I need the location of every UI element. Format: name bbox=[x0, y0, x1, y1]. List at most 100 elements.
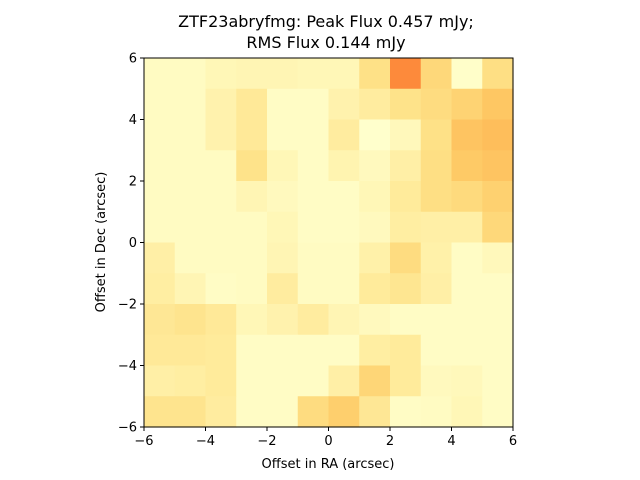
heatmap-cell bbox=[174, 242, 207, 274]
heatmap-cell bbox=[328, 304, 360, 336]
heatmap-cell bbox=[482, 211, 514, 244]
heatmap-cell bbox=[451, 181, 483, 213]
heatmap-cell bbox=[451, 334, 483, 367]
heatmap-cell bbox=[205, 58, 237, 90]
heatmap-cell bbox=[236, 242, 268, 274]
x-tick-label: 0 bbox=[324, 434, 332, 449]
heatmap-cell bbox=[482, 88, 514, 121]
heatmap-cell bbox=[482, 58, 514, 90]
heatmap-cell bbox=[297, 334, 330, 367]
heatmap-cell bbox=[420, 88, 453, 121]
heatmap-cell bbox=[482, 150, 514, 182]
heatmap-cell bbox=[420, 211, 453, 244]
heatmap-cell bbox=[390, 119, 422, 151]
heatmap-cell bbox=[359, 273, 391, 305]
heatmap-cell bbox=[144, 334, 176, 367]
heatmap-cell bbox=[297, 365, 330, 397]
heatmap-cell bbox=[297, 119, 330, 151]
heatmap-cell bbox=[297, 58, 330, 90]
heatmap-cell bbox=[482, 242, 514, 274]
heatmap-cell bbox=[205, 150, 237, 182]
chart-title-line-1: ZTF23abryfmg: Peak Flux 0.457 mJy; bbox=[178, 12, 474, 31]
heatmap-cell bbox=[451, 365, 483, 397]
heatmap-cell bbox=[267, 365, 299, 397]
heatmap-cell bbox=[482, 273, 514, 305]
heatmap-cell bbox=[359, 150, 391, 182]
heatmap-cell bbox=[451, 273, 483, 305]
heatmap-cell bbox=[174, 119, 207, 151]
heatmap-cell bbox=[482, 119, 514, 151]
heatmap-cell bbox=[451, 304, 483, 336]
heatmap-cell bbox=[359, 396, 391, 428]
heatmap-cell bbox=[359, 334, 391, 367]
heatmap-cell bbox=[359, 119, 391, 151]
heatmap-cell bbox=[328, 88, 360, 121]
heatmap-cell bbox=[174, 334, 207, 367]
heatmap-cell bbox=[328, 58, 360, 90]
heatmap-cell bbox=[451, 88, 483, 121]
heatmap-cell bbox=[236, 181, 268, 213]
heatmap-cell bbox=[144, 181, 176, 213]
heatmap-cell bbox=[390, 334, 422, 367]
heatmap-cell bbox=[205, 242, 237, 274]
heatmap-cell bbox=[205, 88, 237, 121]
heatmap-cell bbox=[451, 119, 483, 151]
x-tick-label: 6 bbox=[509, 434, 517, 449]
heatmap-cell bbox=[390, 242, 422, 274]
heatmap-cell bbox=[420, 365, 453, 397]
heatmap-cell bbox=[174, 150, 207, 182]
heatmap-cell bbox=[420, 304, 453, 336]
heatmap-cell bbox=[359, 365, 391, 397]
heatmap-cell bbox=[420, 150, 453, 182]
heatmap-cell bbox=[420, 181, 453, 213]
y-tick-label: 6 bbox=[129, 52, 137, 67]
heatmap-cell bbox=[205, 119, 237, 151]
heatmap-cell bbox=[205, 334, 237, 367]
heatmap-cell bbox=[451, 58, 483, 90]
heatmap-cell bbox=[359, 181, 391, 213]
y-tick-label: 4 bbox=[129, 113, 137, 128]
heatmap-cell bbox=[236, 304, 268, 336]
heatmap-cell bbox=[144, 304, 176, 336]
heatmap-cell bbox=[205, 365, 237, 397]
heatmap-cell bbox=[144, 211, 176, 244]
heatmap-cell bbox=[420, 119, 453, 151]
heatmap-cell bbox=[267, 58, 299, 90]
y-tick-label: −2 bbox=[118, 298, 137, 313]
heatmap-cell bbox=[328, 273, 360, 305]
heatmap-cell bbox=[390, 396, 422, 428]
heatmap-cell bbox=[297, 396, 330, 428]
heatmap-cell bbox=[297, 211, 330, 244]
heatmap-cell bbox=[236, 88, 268, 121]
heatmap-cell bbox=[236, 273, 268, 305]
heatmap-cell bbox=[328, 396, 360, 428]
heatmap-cell bbox=[482, 181, 514, 213]
x-tick-label: −6 bbox=[134, 434, 153, 449]
heatmap-cell bbox=[144, 88, 176, 121]
heatmap-cell bbox=[236, 365, 268, 397]
heatmap-cell bbox=[267, 242, 299, 274]
heatmap-cell bbox=[267, 150, 299, 182]
heatmap-cell bbox=[174, 273, 207, 305]
heatmap-cell bbox=[420, 334, 453, 367]
heatmap-cells bbox=[144, 58, 514, 428]
heatmap-cell bbox=[236, 334, 268, 367]
heatmap-cell bbox=[359, 58, 391, 90]
heatmap-cell bbox=[390, 58, 422, 90]
heatmap-cell bbox=[174, 365, 207, 397]
heatmap-cell bbox=[328, 119, 360, 151]
heatmap-cell bbox=[144, 273, 176, 305]
heatmap-cell bbox=[482, 396, 514, 428]
heatmap-cell bbox=[144, 150, 176, 182]
x-axis-label: Offset in RA (arcsec) bbox=[262, 457, 395, 472]
heatmap-cell bbox=[359, 304, 391, 336]
heatmap-cell bbox=[451, 396, 483, 428]
heatmap-cell bbox=[482, 304, 514, 336]
heatmap-cell bbox=[390, 365, 422, 397]
heatmap-cell bbox=[390, 150, 422, 182]
heatmap-cell bbox=[390, 181, 422, 213]
heatmap-cell bbox=[451, 242, 483, 274]
y-tick-label: 0 bbox=[129, 236, 137, 251]
heatmap-cell bbox=[420, 58, 453, 90]
y-tick-label: −6 bbox=[118, 421, 137, 436]
